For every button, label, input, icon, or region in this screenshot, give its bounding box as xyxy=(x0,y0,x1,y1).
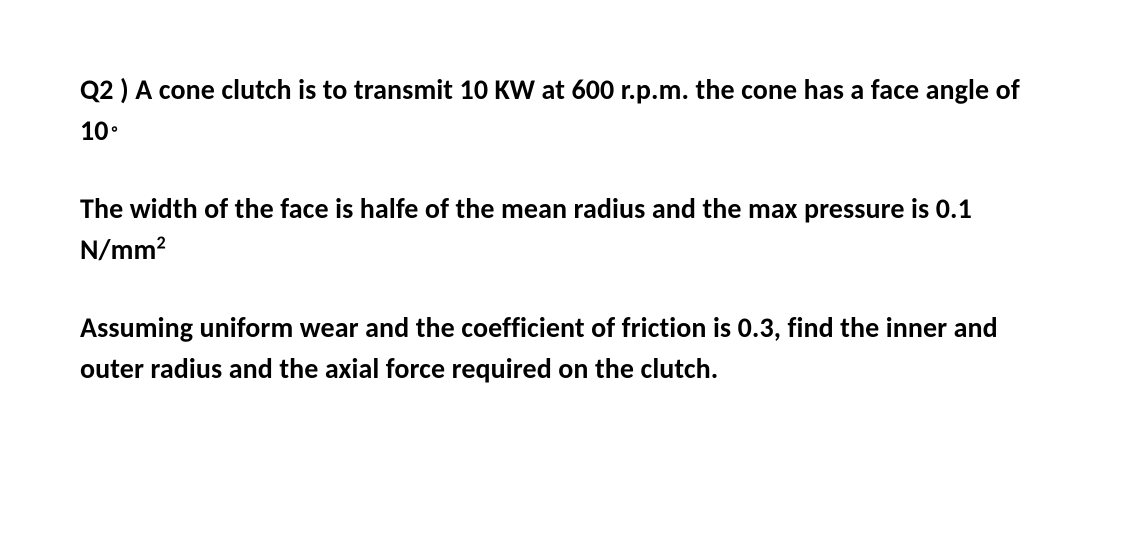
q2-line2-text: The width of the face is halfe of the me… xyxy=(80,191,972,267)
q2-line1-text: Q2 ) A cone clutch is to transmit 10 KW … xyxy=(80,72,1020,148)
degree-symbol: ∘ xyxy=(110,120,120,139)
q2-line3-text: Assuming uniform wear and the coefficien… xyxy=(80,310,998,386)
question-paragraph-2: The width of the face is halfe of the me… xyxy=(80,189,1053,270)
question-paragraph-3: Assuming uniform wear and the coefficien… xyxy=(80,308,1053,389)
question-paragraph-1: Q2 ) A cone clutch is to transmit 10 KW … xyxy=(80,70,1053,151)
squared-superscript: 2 xyxy=(156,231,165,253)
document-page: Q2 ) A cone clutch is to transmit 10 KW … xyxy=(0,0,1133,553)
